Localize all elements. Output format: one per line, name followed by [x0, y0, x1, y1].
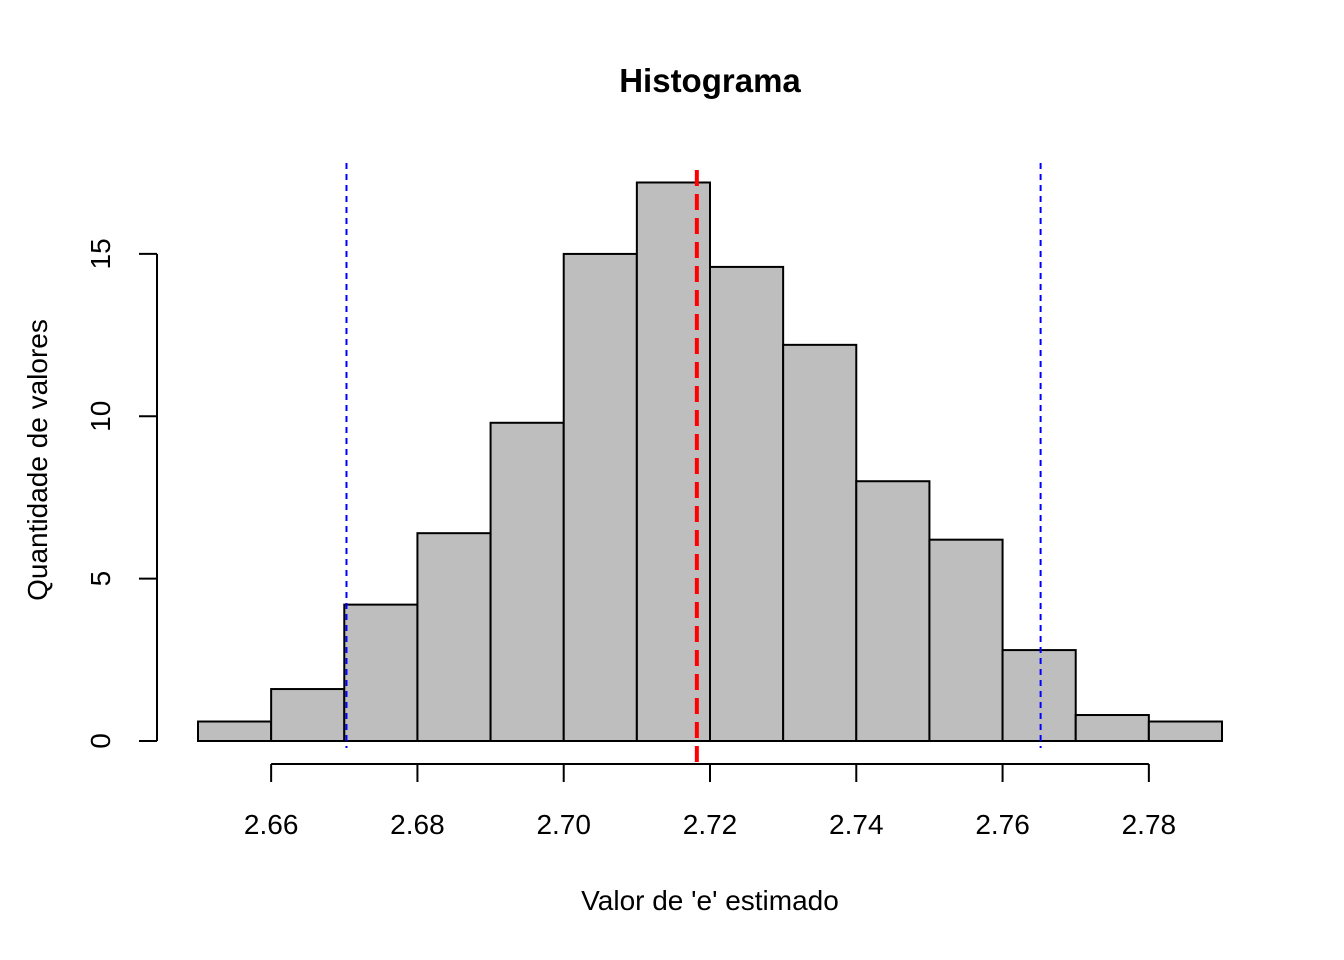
histogram-bar — [489, 421, 565, 742]
x-tick-label: 2.78 — [1122, 809, 1177, 840]
x-axis: 2.66 2.68 2.70 2.72 2.74 2.76 2.78 — [244, 763, 1177, 840]
x-tick-label: 2.66 — [244, 809, 299, 840]
histogram-bar — [270, 688, 346, 742]
y-axis-label: Quantidade de valores — [22, 319, 53, 601]
x-axis-label: Valor de 'e' estimado — [581, 885, 839, 916]
bars-group — [197, 181, 1224, 743]
histogram-bar — [562, 252, 638, 742]
y-tick-label: 0 — [85, 733, 116, 749]
histogram-bar — [416, 532, 492, 742]
histogram-bar — [1074, 714, 1150, 743]
histogram-bar — [709, 265, 785, 742]
x-tick-label: 2.76 — [975, 809, 1030, 840]
histogram-bar — [343, 603, 419, 742]
histogram-bar — [1147, 720, 1224, 742]
y-tick-label: 5 — [85, 571, 116, 587]
x-tick-label: 2.72 — [683, 809, 738, 840]
y-tick-label: 15 — [85, 238, 116, 269]
chart-title: Histograma — [619, 62, 801, 99]
histogram-bar — [1001, 649, 1077, 742]
reference-lines — [345, 163, 1042, 762]
x-tick-label: 2.70 — [536, 809, 591, 840]
x-tick-label: 2.68 — [390, 809, 445, 840]
histogram-bar — [635, 181, 711, 742]
histogram-bar — [197, 720, 273, 742]
x-tick-label: 2.74 — [829, 809, 884, 840]
histogram-bar — [782, 343, 858, 742]
histogram-bar — [928, 538, 1004, 742]
y-tick-label: 10 — [85, 401, 116, 432]
y-axis: 0 5 10 15 — [85, 238, 158, 749]
histogram-bar — [855, 480, 931, 742]
